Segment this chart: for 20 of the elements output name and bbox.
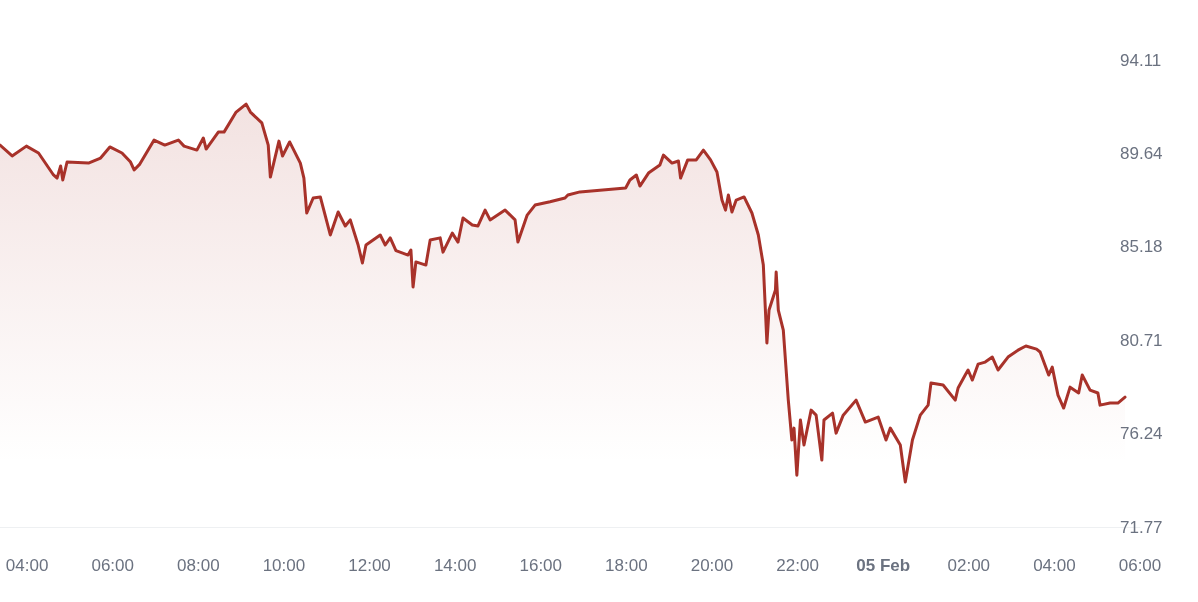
x-tick-label: 16:00 — [519, 556, 563, 575]
x-tick-label: 10:00 — [262, 556, 306, 575]
x-tick-label: 06:00 — [1118, 556, 1162, 575]
y-tick-label: 80.71 — [1120, 330, 1163, 350]
y-tick-label: 89.64 — [1120, 143, 1163, 163]
y-tick-label: 85.18 — [1120, 237, 1163, 257]
x-tick-label: 14:00 — [433, 556, 477, 575]
x-tick-label: 12:00 — [348, 556, 391, 575]
y-tick-label: 76.24 — [1120, 424, 1163, 444]
x-tick-label: 18:00 — [605, 556, 648, 575]
x-tick-label: 04:00 — [1033, 556, 1076, 575]
x-tick-label: 20:00 — [690, 556, 734, 575]
x-tick-label: 02:00 — [947, 556, 991, 575]
x-tick-label: 06:00 — [91, 556, 134, 575]
x-tick-label: 08:00 — [177, 556, 220, 575]
y-tick-label: 94.11 — [1120, 50, 1162, 70]
x-tick-label: 05 Feb — [856, 556, 911, 575]
x-tick-label: 04:00 — [5, 556, 49, 575]
y-tick-label: 71.77 — [1120, 517, 1163, 537]
x-tick-label: 22:00 — [776, 556, 819, 575]
